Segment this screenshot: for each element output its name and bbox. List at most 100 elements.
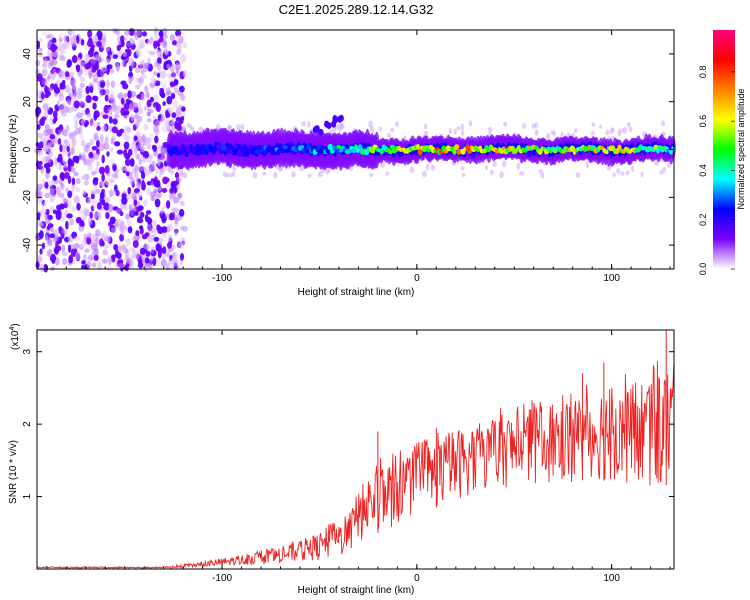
noise-blob [175, 79, 179, 86]
band-core [370, 148, 376, 154]
noise-blob [93, 177, 99, 182]
colorbar: 0.0 0.2 0.4 0.6 0.8 Normalized spectral ampl… [698, 30, 746, 275]
noise-blob [156, 72, 161, 78]
noise-blob [36, 212, 41, 218]
noise-blob [63, 162, 68, 169]
noise-blob [519, 170, 525, 176]
noise-blob [119, 128, 124, 134]
noise-blob [116, 93, 123, 99]
noise-blob [40, 265, 45, 271]
noise-blob [180, 115, 185, 121]
noise-blob [155, 192, 163, 199]
noise-blob [152, 219, 157, 227]
noise-blob [182, 172, 188, 179]
noise-blob [171, 112, 177, 119]
noise-blob [49, 253, 57, 263]
noise-blob [90, 57, 97, 66]
noise-blob [105, 211, 110, 220]
noise-blob [73, 90, 78, 96]
noise-blob [661, 120, 666, 127]
noise-blob [522, 122, 527, 129]
noise-blob [82, 175, 87, 181]
noise-blob [45, 208, 50, 216]
noise-blob [83, 233, 89, 239]
noise-blob [101, 230, 108, 239]
noise-blob [135, 153, 141, 160]
noise-blob [132, 239, 139, 249]
noise-blob [110, 80, 116, 88]
noise-blob [140, 70, 145, 76]
noise-blob [135, 28, 142, 37]
noise-blob [38, 230, 44, 239]
noise-blob [76, 177, 81, 185]
noise-blob [560, 131, 564, 138]
noise-blob [317, 171, 323, 178]
noise-blob [252, 171, 258, 179]
noise-blob [154, 198, 161, 208]
noise-blob [48, 151, 54, 158]
band-core [188, 144, 194, 151]
noise-blob [139, 211, 145, 219]
noise-blob [123, 110, 130, 116]
noise-blob [125, 41, 132, 47]
noise-blob [146, 217, 153, 225]
noise-blob [38, 53, 45, 58]
noise-blob [174, 171, 180, 179]
noise-blob [48, 128, 54, 136]
noise-blob [136, 50, 142, 58]
noise-blob [78, 152, 84, 160]
noise-blob [126, 194, 132, 200]
noise-blob [80, 39, 85, 46]
band-feature [318, 128, 324, 136]
noise-blob [89, 117, 94, 125]
noise-blob [166, 95, 173, 105]
noise-blob [73, 171, 79, 177]
noise-blob [503, 122, 508, 127]
noise-blob [70, 165, 74, 171]
noise-blob [126, 219, 132, 226]
band-core [336, 144, 342, 149]
noise-blob [124, 114, 130, 120]
noise-blob [58, 129, 65, 135]
noise-blob [92, 102, 97, 110]
noise-blob [409, 166, 415, 174]
noise-blob [123, 141, 130, 150]
noise-blob [448, 128, 453, 135]
noise-blob [110, 226, 116, 234]
noise-blob [591, 122, 596, 127]
noise-blob [179, 93, 186, 102]
noise-blob [40, 208, 47, 214]
noise-blob [63, 172, 70, 180]
noise-blob [91, 171, 96, 176]
noise-blob [125, 134, 130, 143]
noise-blob [104, 177, 110, 186]
noise-blob [52, 175, 58, 181]
noise-blob [81, 214, 88, 220]
noise-blob [133, 211, 139, 216]
noise-blob [461, 130, 465, 136]
noise-blob [81, 260, 86, 265]
noise-blob [142, 74, 148, 79]
noise-blob [67, 244, 72, 253]
noise-blob [162, 176, 169, 185]
noise-blob [42, 140, 48, 149]
noise-blob [164, 119, 171, 127]
noise-blob [165, 200, 171, 209]
noise-blob [146, 142, 151, 150]
snr-x-tick-label: -100 [212, 573, 232, 584]
noise-blob [129, 158, 135, 167]
noise-blob [71, 95, 76, 101]
noise-blob [149, 132, 154, 141]
noise-blob [163, 47, 169, 55]
spectrogram-x-label: Height of straight line (km) [298, 287, 415, 298]
noise-blob [47, 73, 53, 80]
noise-blob [129, 246, 135, 253]
noise-blob [229, 172, 233, 178]
noise-blob [390, 127, 395, 133]
noise-blob [152, 71, 158, 76]
noise-blob [66, 60, 71, 68]
noise-blob [622, 127, 627, 134]
noise-blob [116, 44, 121, 52]
noise-blob [58, 226, 63, 233]
colorbar-ticks: 0.0 0.2 0.4 0.6 0.8 [698, 66, 735, 275]
